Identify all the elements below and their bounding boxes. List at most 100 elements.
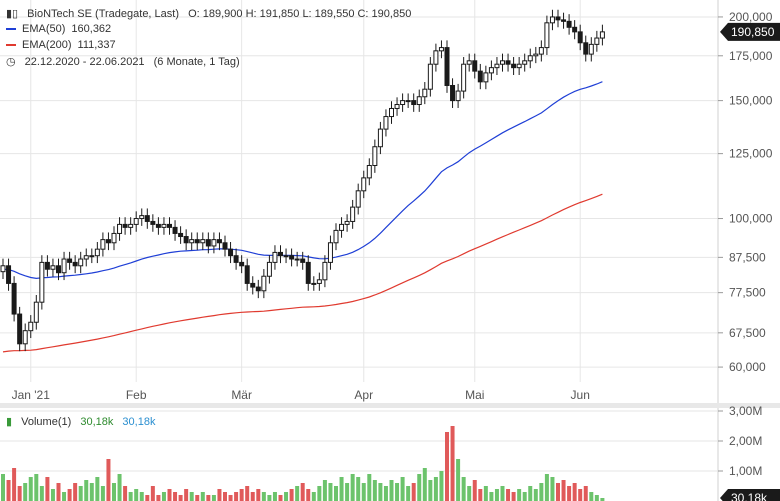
candle-body-up [594, 37, 600, 45]
candle-body-down [67, 258, 73, 263]
volume-bar [39, 486, 44, 501]
candle-body-down [222, 242, 228, 250]
volume-bar [483, 486, 488, 501]
volume-bar [228, 495, 233, 501]
candle [178, 226, 184, 244]
volume-bar [461, 477, 466, 501]
candle-body-down [505, 60, 511, 65]
volume-bar [567, 486, 572, 501]
candle-body-up [455, 90, 461, 102]
candle-body-up [466, 60, 472, 65]
volume-bar [195, 495, 200, 501]
candle-body-up [461, 63, 467, 92]
ema50-label: EMA(50) [22, 23, 66, 35]
candle-body-down [11, 282, 17, 315]
candle [228, 241, 234, 264]
candle [122, 217, 128, 235]
candle [516, 57, 522, 76]
price-axis-bg [718, 0, 780, 501]
candle [538, 40, 544, 62]
candle-body-up [327, 242, 333, 263]
candle [6, 258, 12, 291]
volume-bar [62, 492, 67, 501]
volume-badge-value: 30,18k [731, 491, 768, 501]
volume-bar [278, 495, 283, 501]
candle-body-down [105, 239, 111, 244]
candle [483, 65, 489, 90]
candle-body-up [322, 261, 328, 281]
volume-bar [206, 495, 211, 501]
candle-body-down [300, 258, 306, 263]
candle [0, 258, 6, 280]
candle [438, 40, 444, 59]
candle-body-up [355, 190, 361, 208]
volume-bar [189, 492, 194, 501]
candle-body-up [33, 301, 39, 323]
volume-icon: ▮ [6, 416, 13, 428]
candle-body-down [305, 261, 311, 284]
candle-body-down [583, 42, 589, 55]
last-price-value: 190,850 [731, 25, 775, 39]
candle [216, 232, 222, 251]
volume-bar [245, 486, 250, 501]
candle-body-down [56, 265, 61, 274]
candle [322, 255, 328, 288]
volume-bar [28, 477, 33, 501]
volume-bar [550, 477, 555, 501]
candle [577, 24, 583, 51]
volume-bar [272, 492, 277, 501]
ema200-line [2, 193, 603, 353]
candle [161, 217, 167, 235]
volume-bar [139, 492, 144, 501]
volume-bar [23, 483, 28, 501]
candle [555, 9, 561, 28]
candle-body-down [577, 31, 583, 44]
volume-bar [494, 489, 499, 501]
candle-body-up [400, 100, 406, 106]
candle-body-down [255, 286, 261, 292]
volume-bar [300, 483, 305, 501]
candle-body-up [344, 220, 350, 225]
volume-grid [0, 403, 780, 472]
volume-badge: 30,18k [720, 489, 780, 501]
ema200-swatch [6, 44, 16, 47]
volume-bar [334, 486, 338, 501]
candle-body-down [289, 255, 295, 260]
candle-body-up [189, 239, 195, 244]
candle-body-down [155, 223, 161, 228]
volume-bar [289, 489, 294, 501]
volume-bar [261, 492, 266, 501]
volume-bar [178, 495, 183, 501]
candle-body-up [544, 22, 550, 49]
candle [111, 226, 117, 251]
candle-body-up [78, 258, 84, 267]
volume-bar [56, 483, 61, 501]
candle-body-up [283, 255, 289, 258]
volume-bar [45, 477, 50, 501]
candle [289, 248, 295, 267]
candle [211, 232, 217, 254]
candle-body-down [72, 261, 78, 267]
candle-body-up [111, 232, 117, 244]
candle-body-up [588, 43, 594, 55]
x-tick-label: Jan '21 [12, 388, 51, 402]
candle [522, 53, 528, 72]
candle-body-up [261, 275, 267, 292]
candle [572, 20, 578, 40]
volume-bar [600, 498, 605, 501]
candle [56, 258, 61, 281]
candle-body-up [272, 251, 278, 263]
candle-body-up [100, 239, 106, 250]
candle [61, 251, 67, 281]
candle-body-up [350, 206, 356, 222]
candle-body-up [83, 255, 89, 260]
ema200-value: 111,337 [77, 39, 116, 51]
candle-body-down [183, 236, 189, 244]
candle [183, 229, 189, 251]
candle [94, 241, 100, 264]
candle-body-up [599, 31, 605, 39]
volume-bar [395, 483, 400, 501]
volume-bar [6, 480, 11, 501]
volume-bar [478, 489, 483, 501]
candle [405, 93, 411, 108]
